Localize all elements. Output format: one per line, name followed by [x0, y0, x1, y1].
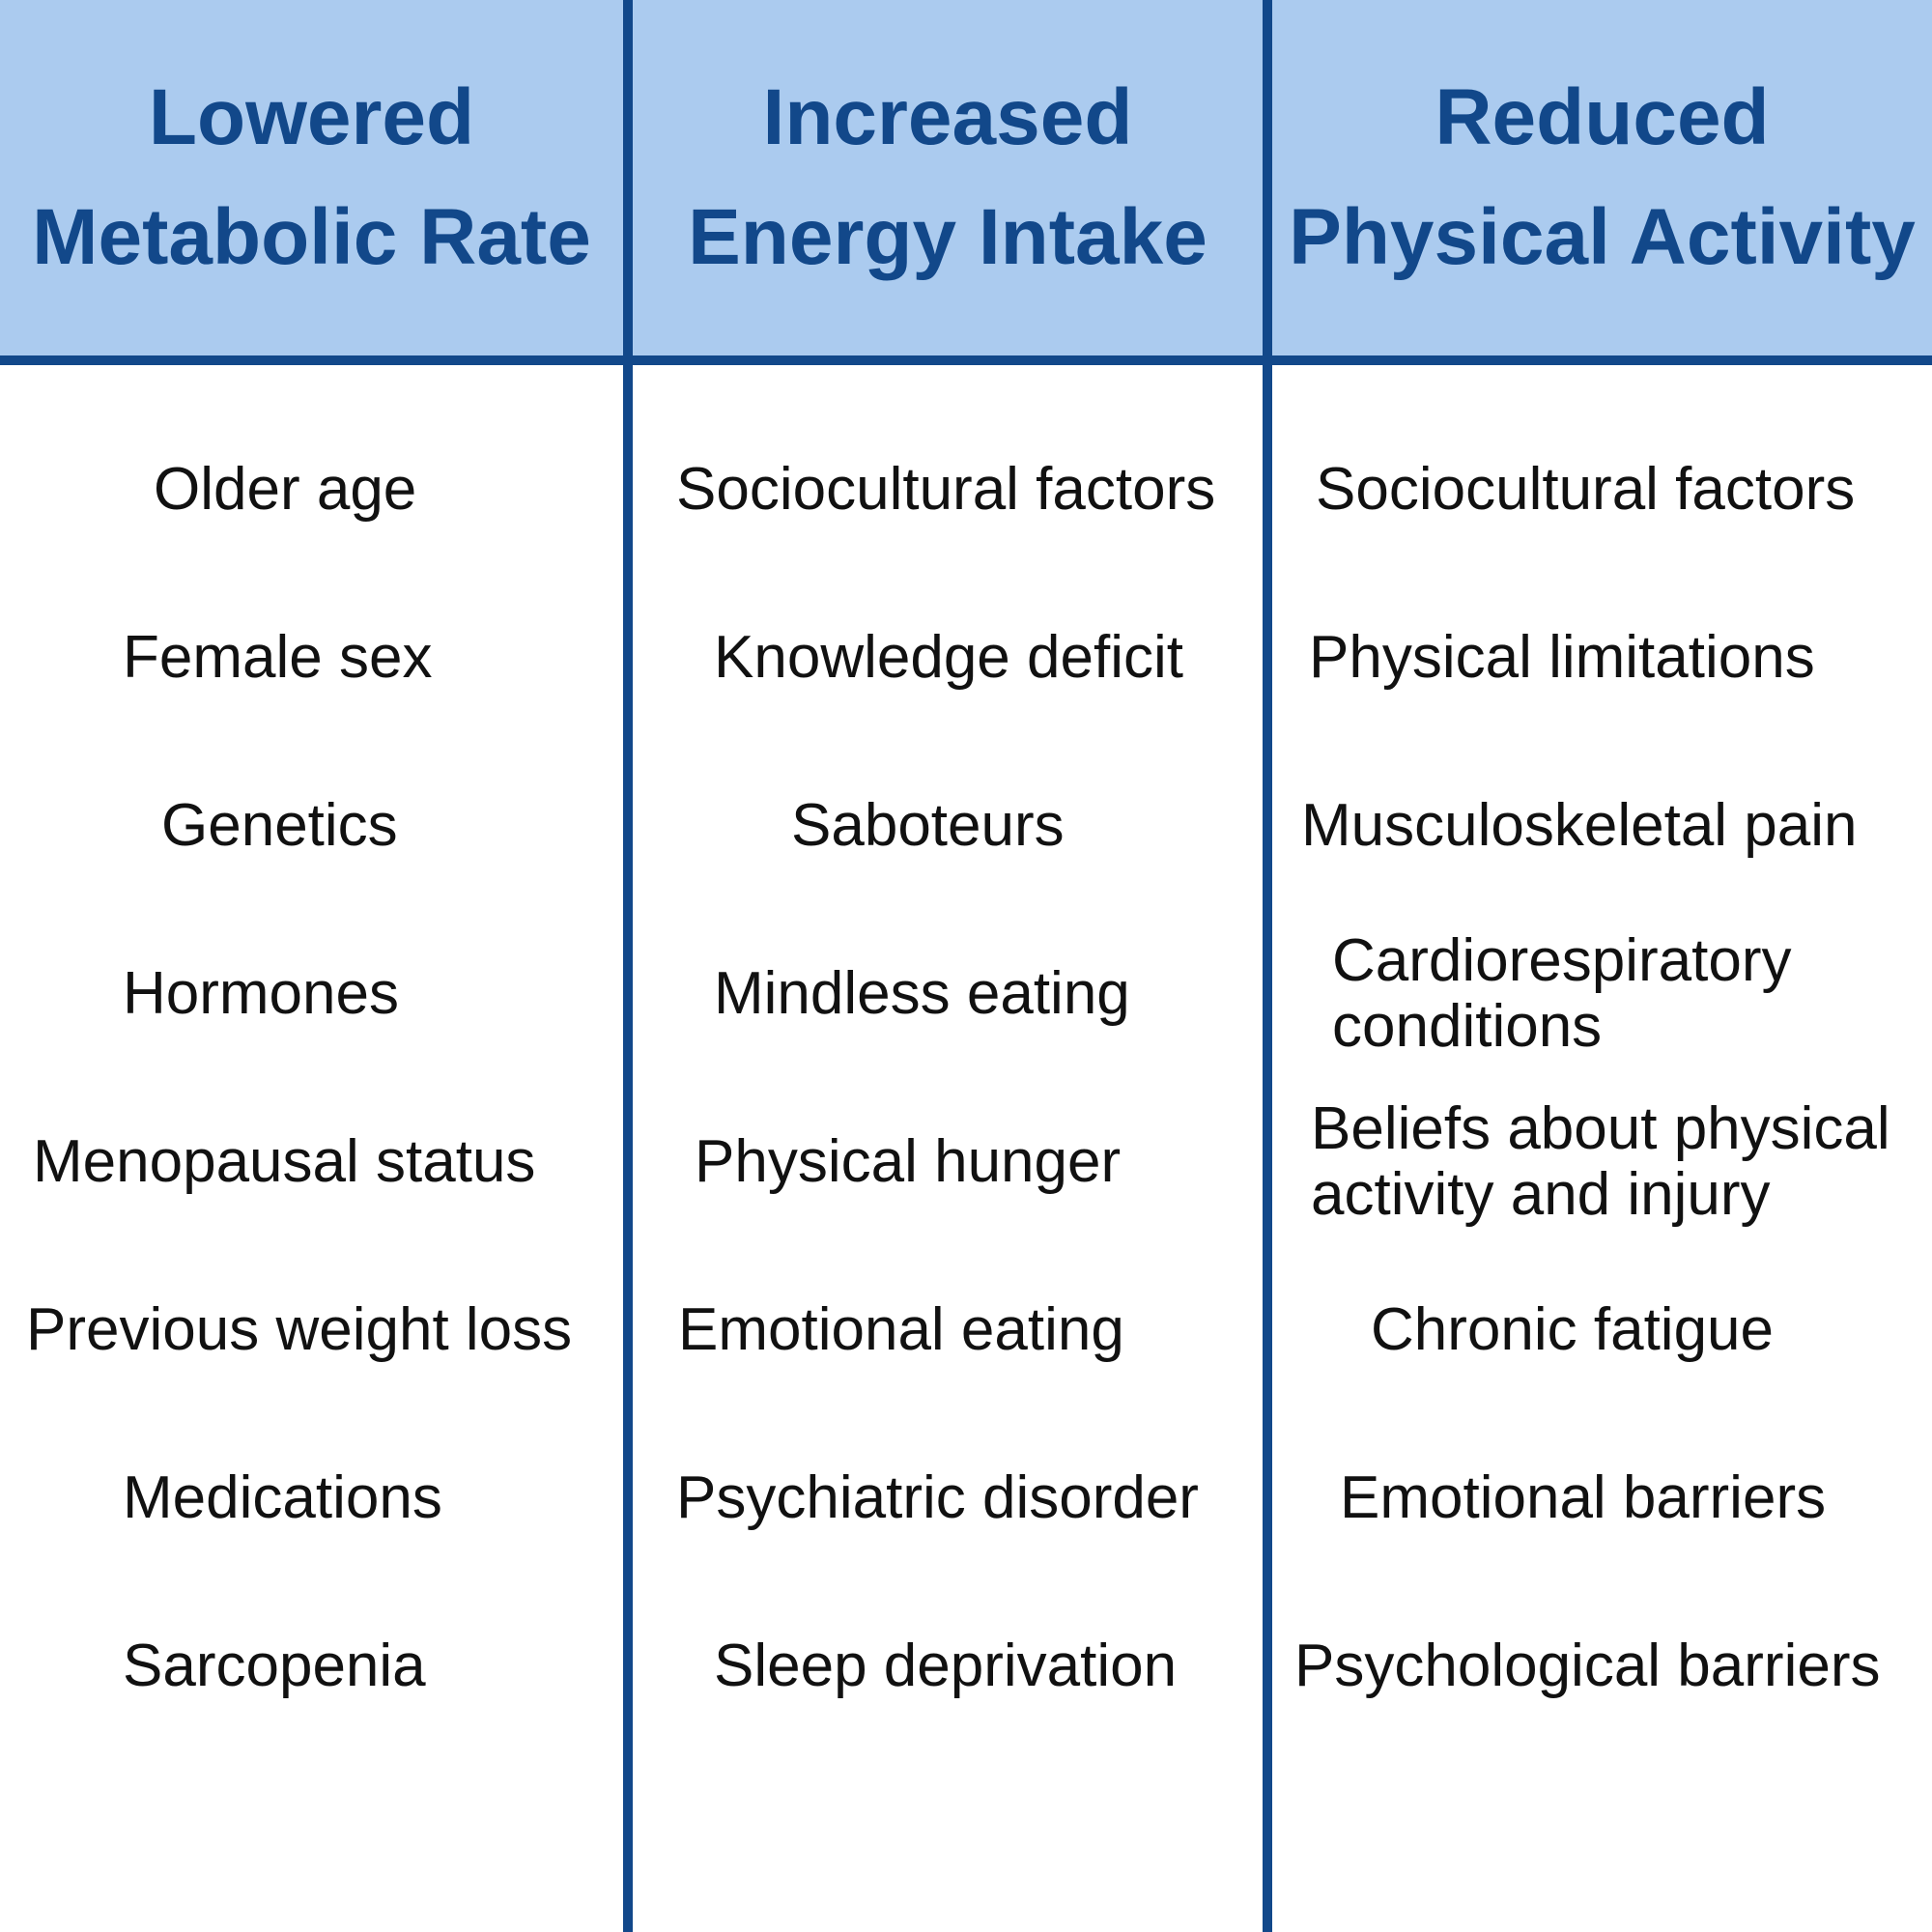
table-cell: Saboteurs	[633, 742, 1263, 910]
cell-line: Hormones	[123, 960, 399, 1027]
column-heading-metabolic-rate: Lowered Metabolic Rate	[0, 0, 623, 355]
cell-line: Menopausal status	[33, 1128, 536, 1195]
table-cell: Musculoskeletal pain	[1272, 742, 1932, 910]
cell-line: Cardiorespiratory	[1332, 927, 1792, 994]
cell-line: Female sex	[123, 624, 433, 691]
column-heading-energy-intake: Increased Energy Intake	[633, 0, 1263, 355]
cell-line: Saboteurs	[791, 792, 1065, 859]
table-cell: Female sex	[0, 574, 623, 742]
cell-line: Previous weight loss	[26, 1296, 573, 1363]
table-cell: Sociocultural factors	[633, 406, 1263, 574]
table-cell: Sociocultural factors	[1272, 406, 1932, 574]
heading-line: Lowered	[148, 73, 475, 161]
heading-line: Increased	[762, 73, 1133, 161]
cell-line: Older age	[154, 456, 417, 523]
cell-line: Sociocultural factors	[1316, 456, 1856, 523]
cell-line: Mindless eating	[714, 960, 1130, 1027]
table-cell: Mindless eating	[633, 910, 1263, 1078]
table-cell: Medications	[0, 1414, 623, 1582]
table-cell: Emotional barriers	[1272, 1414, 1932, 1582]
heading-line: Energy Intake	[688, 193, 1208, 281]
table-cell: Physical hunger	[633, 1078, 1263, 1246]
cell-line: conditions	[1332, 993, 1603, 1060]
table-cell: Cardiorespiratory conditions	[1272, 910, 1932, 1078]
cell-line: Knowledge deficit	[714, 624, 1183, 691]
cell-line: Sociocultural factors	[676, 456, 1216, 523]
column-heading-physical-activity: Reduced Physical Activity	[1272, 0, 1932, 355]
header-divider	[0, 355, 1932, 365]
table-cell: Sarcopenia	[0, 1582, 623, 1750]
cell-line: Physical limitations	[1309, 624, 1815, 691]
cell-line: Emotional eating	[678, 1296, 1124, 1363]
cell-line: Sleep deprivation	[714, 1633, 1178, 1699]
table-cell: Genetics	[0, 742, 623, 910]
column-divider-2	[1263, 0, 1272, 1932]
table-cell: Chronic fatigue	[1272, 1246, 1932, 1414]
table-cell: Emotional eating	[633, 1246, 1263, 1414]
heading-line: Reduced	[1435, 73, 1770, 161]
cell-line: Emotional barriers	[1340, 1464, 1827, 1531]
column-divider-1	[623, 0, 633, 1932]
table-cell: Physical limitations	[1272, 574, 1932, 742]
cell-line: Psychiatric disorder	[676, 1464, 1199, 1531]
cell-line: Chronic fatigue	[1371, 1296, 1775, 1363]
heading-line: Metabolic Rate	[32, 193, 591, 281]
cell-line: Beliefs about physical	[1311, 1095, 1890, 1162]
heading-line: Physical Activity	[1289, 193, 1916, 281]
cell-line: Musculoskeletal pain	[1301, 792, 1858, 859]
table-cell: Menopausal status	[0, 1078, 623, 1246]
cell-line: Sarcopenia	[123, 1633, 426, 1699]
table-cell: Previous weight loss	[0, 1246, 623, 1414]
cell-line: Genetics	[161, 792, 398, 859]
table-cell: Sleep deprivation	[633, 1582, 1263, 1750]
table-cell: Psychological barriers	[1272, 1582, 1932, 1750]
table-cell: Hormones	[0, 910, 623, 1078]
cell-line: Psychological barriers	[1294, 1633, 1881, 1699]
cell-line: Physical hunger	[695, 1128, 1122, 1195]
cell-line: Medications	[123, 1464, 442, 1531]
table-cell: Older age	[0, 406, 623, 574]
cell-line: activity and injury	[1311, 1161, 1771, 1228]
table-cell: Knowledge deficit	[633, 574, 1263, 742]
header-band	[0, 0, 1932, 355]
table-cell: Psychiatric disorder	[633, 1414, 1263, 1582]
table-cell: Beliefs about physical activity and injur…	[1272, 1078, 1932, 1246]
